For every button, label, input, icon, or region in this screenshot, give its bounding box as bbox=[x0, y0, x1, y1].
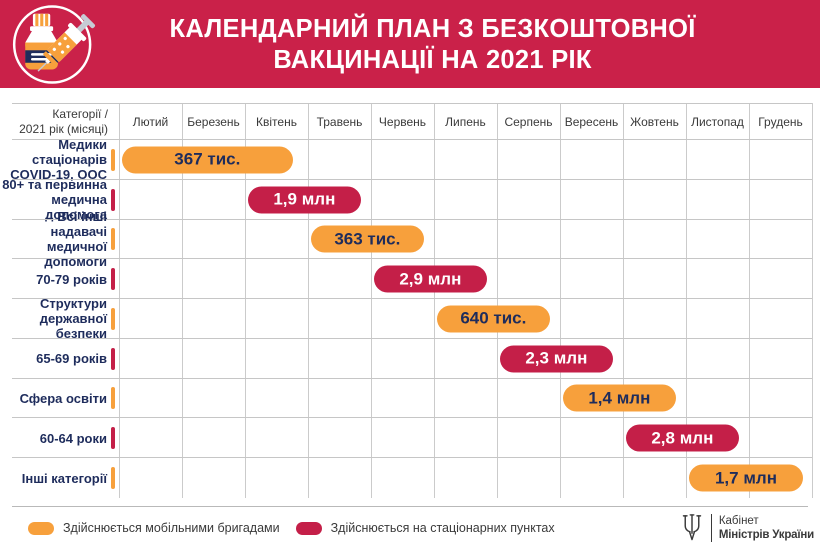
table-row: 70-79 років 2,9 млн bbox=[0, 259, 820, 299]
row-label: Всі інші надавачі медичної допомоги bbox=[44, 209, 107, 270]
row-label: 60-64 роки bbox=[39, 430, 107, 446]
month-header: Грудень bbox=[758, 114, 803, 129]
gantt-bar: 1,9 млн bbox=[248, 186, 361, 214]
page-title-line2: ВАКЦИНАЦІЇ НА 2021 РІК bbox=[273, 44, 592, 74]
month-header: Травень bbox=[316, 114, 363, 129]
legend-swatch bbox=[295, 521, 322, 535]
month-header: Вересень bbox=[564, 114, 619, 129]
month-headers: Лютий Березень Квітень Травень Червень Л… bbox=[119, 103, 812, 140]
bar-value: 2,9 млн bbox=[399, 269, 462, 289]
row-label: 65-69 років bbox=[36, 351, 107, 367]
corner-label: Категорії / 2021 рік (місяці) bbox=[19, 106, 108, 136]
row-color-tick bbox=[111, 188, 115, 211]
legend: Здійснюється мобільними бригадами Здійсн… bbox=[28, 521, 555, 535]
gantt-bar: 2,9 млн bbox=[374, 265, 487, 293]
bar-value: 367 тис. bbox=[174, 149, 241, 169]
month-header: Липень bbox=[445, 114, 486, 129]
month-header: Червень bbox=[378, 114, 427, 129]
table-header-row: Категорії / 2021 рік (місяці) Лютий Бере… bbox=[0, 103, 820, 140]
month-header: Березень bbox=[187, 114, 240, 129]
row-color-tick bbox=[111, 307, 115, 330]
row-color-tick bbox=[111, 467, 115, 489]
logo-text: Кабінет Міністрів України bbox=[718, 514, 814, 541]
vaccine-bottle-syringe-icon bbox=[12, 5, 96, 84]
gantt-bar: 1,7 млн bbox=[689, 464, 803, 492]
legend-swatch bbox=[28, 521, 54, 535]
legend-item-stationary-points: Здійснюється на стаціонарних пунктах bbox=[295, 521, 555, 535]
row-color-tick bbox=[111, 268, 115, 291]
table-row: Медики стаціонарів COVID-19, ООС 367 тис… bbox=[0, 137, 820, 183]
row-label: Структури державної безпеки bbox=[39, 296, 107, 342]
row-label: Медики стаціонарів COVID-19, ООС bbox=[10, 137, 107, 183]
row-label: Інші категорії bbox=[21, 470, 107, 486]
gantt-bar: 1,4 млн bbox=[563, 384, 676, 412]
row-color-tick bbox=[111, 427, 115, 450]
vaccination-schedule-table: Категорії / 2021 рік (місяці) Лютий Бере… bbox=[0, 103, 820, 498]
bar-value: 363 тис. bbox=[334, 229, 401, 249]
page-title: КАЛЕНДАРНИЙ ПЛАН З БЕЗКОШТОВНОЇ ВАКЦИНАЦ… bbox=[8, 13, 812, 75]
bar-value: 2,8 млн bbox=[651, 428, 714, 448]
month-header: Квітень bbox=[256, 114, 297, 129]
month-header: Жовтень bbox=[630, 114, 679, 129]
footer-separator bbox=[12, 506, 808, 507]
bar-value: 1,9 млн bbox=[273, 189, 336, 209]
gantt-bar: 367 тис. bbox=[122, 146, 293, 174]
legend-item-mobile-teams: Здійснюється мобільними бригадами bbox=[28, 521, 280, 535]
bar-value: 1,7 млн bbox=[714, 468, 777, 487]
cabinet-of-ministers-logo: Кабінет Міністрів України bbox=[680, 513, 814, 542]
table-row: Структури державної безпеки 640 тис. bbox=[0, 296, 820, 342]
title-banner: КАЛЕНДАРНИЙ ПЛАН З БЕЗКОШТОВНОЇ ВАКЦИНАЦ… bbox=[0, 0, 820, 88]
month-header: Лютий bbox=[132, 114, 169, 129]
table-row: 65-69 років 2,3 млн bbox=[0, 339, 820, 379]
row-color-tick bbox=[111, 387, 115, 410]
logo-divider bbox=[710, 513, 712, 542]
page-title-line1: КАЛЕНДАРНИЙ ПЛАН З БЕЗКОШТОВНОЇ bbox=[169, 13, 696, 43]
table-row: Всі інші надавачі медичної допомоги 363 … bbox=[0, 209, 820, 270]
table-row: Інші категорії 1,7 млн bbox=[0, 458, 820, 498]
row-color-tick bbox=[111, 228, 115, 251]
gantt-bar: 2,8 млн bbox=[626, 424, 739, 452]
table-row: 60-64 роки 2,8 млн bbox=[0, 418, 820, 458]
bar-value: 640 тис. bbox=[460, 308, 527, 328]
trident-icon bbox=[682, 514, 702, 541]
gantt-bar: 640 тис. bbox=[437, 305, 550, 333]
gantt-bar: 2,3 млн bbox=[500, 345, 613, 373]
row-label: Сфера освіти bbox=[19, 390, 107, 406]
syringe bbox=[37, 14, 96, 72]
row-label: 70-79 років bbox=[36, 271, 107, 287]
gantt-bar: 363 тис. bbox=[311, 225, 424, 253]
row-color-tick bbox=[111, 148, 115, 171]
table-row: 80+ та первинна медична допомога 1,9 млн bbox=[0, 177, 820, 222]
bar-value: 1,4 млн bbox=[588, 388, 651, 408]
row-color-tick bbox=[111, 347, 115, 370]
month-header: Серпень bbox=[504, 114, 553, 129]
month-header: Листопад bbox=[691, 114, 744, 129]
bar-value: 2,3 млн bbox=[525, 348, 588, 368]
table-row: Сфера освіти 1,4 млн bbox=[0, 379, 820, 419]
